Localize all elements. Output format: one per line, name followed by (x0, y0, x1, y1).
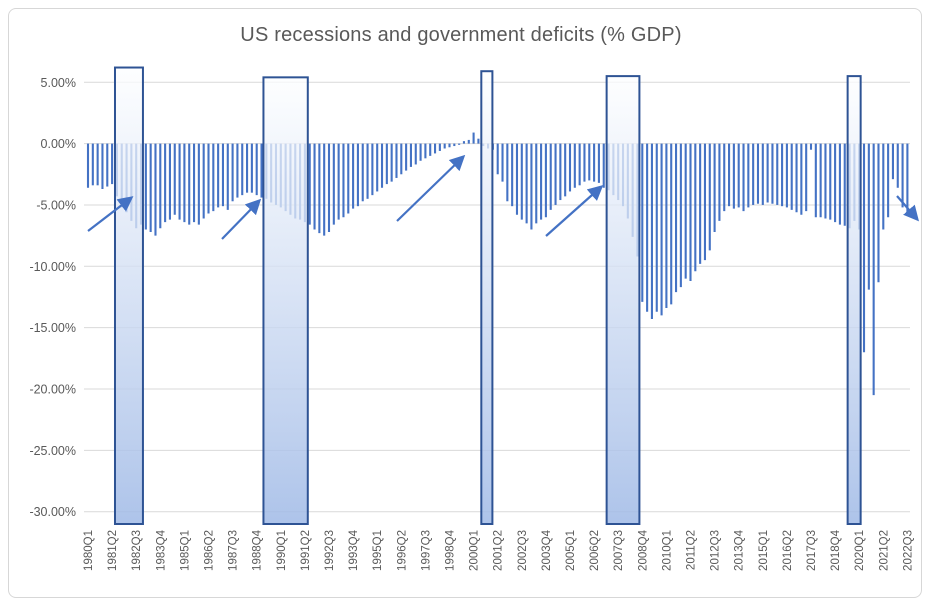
recession-2001 (480, 70, 494, 525)
x-tick-label: 2018Q4 (830, 529, 842, 571)
x-tick-label: 2012Q3 (710, 530, 722, 571)
x-tick-label: 2007Q3 (613, 530, 625, 571)
x-tick-label: 1995Q1 (372, 530, 384, 571)
trend-arrow-2000s (545, 184, 604, 237)
x-tick-label: 2001Q2 (493, 530, 505, 571)
x-tick-label: 1986Q2 (204, 530, 216, 571)
x-tick-label: 2003Q4 (541, 529, 553, 571)
x-tick-label: 1980Q1 (83, 530, 95, 571)
x-tick-label: 1991Q2 (300, 530, 312, 571)
recession-1990-91 (262, 76, 309, 525)
x-tick-label: 2008Q4 (637, 529, 649, 571)
trend-arrow-1981 (87, 196, 134, 232)
x-tick-label: 2017Q3 (806, 530, 818, 571)
x-tick-label: 2005Q1 (565, 530, 577, 571)
chart-title: US recessions and government deficits (%… (240, 24, 682, 46)
recession-2020 (846, 75, 862, 526)
y-tick-label: -25.00% (29, 444, 76, 458)
x-tick-label: 1992Q3 (324, 530, 336, 571)
recession-2008-09 (605, 75, 641, 526)
x-tick-label: 1996Q2 (396, 530, 408, 571)
y-tick-label: 5.00% (41, 76, 76, 90)
x-tick-label: 1988Q4 (252, 529, 264, 571)
x-tick-label: 2022Q3 (902, 530, 914, 571)
x-tick-label: 2020Q1 (854, 530, 866, 571)
x-tick-label: 2011Q2 (686, 530, 698, 570)
trend-arrow-1989 (221, 198, 262, 240)
x-tick-label: 1981Q2 (107, 530, 119, 571)
x-tick-label: 2002Q3 (517, 530, 529, 571)
x-tick-label: 2021Q2 (878, 530, 890, 571)
x-tick-label: 2015Q1 (758, 530, 770, 571)
x-tick-label: 1997Q3 (420, 530, 432, 571)
x-tick-label: 2010Q1 (661, 530, 673, 571)
x-tick-label: 1993Q4 (348, 529, 360, 571)
trend-arrow-1990s (396, 154, 466, 222)
y-tick-label: -15.00% (29, 321, 76, 335)
x-tick-label: 1998Q4 (445, 529, 457, 571)
x-tick-label: 1982Q3 (131, 530, 143, 571)
y-tick-label: -20.00% (29, 383, 76, 397)
recession-1981-82 (113, 66, 144, 525)
chart-frame (8, 8, 922, 598)
trend-arrow-2022 (896, 195, 920, 222)
x-tick-label: 1985Q1 (179, 530, 191, 571)
y-tick-label: 0.00% (41, 137, 76, 151)
y-tick-label: -5.00% (36, 198, 76, 212)
y-tick-label: -10.00% (29, 260, 76, 274)
y-tick-label: -30.00% (29, 505, 76, 519)
x-tick-label: 2013Q4 (734, 529, 746, 571)
x-tick-label: 1990Q1 (276, 530, 288, 571)
x-tick-label: 2006Q2 (589, 530, 601, 571)
x-tick-label: 2016Q2 (782, 530, 794, 571)
x-tick-label: 2000Q1 (469, 530, 481, 571)
x-tick-label: 1987Q3 (228, 530, 240, 571)
x-tick-label: 1983Q4 (155, 529, 167, 571)
